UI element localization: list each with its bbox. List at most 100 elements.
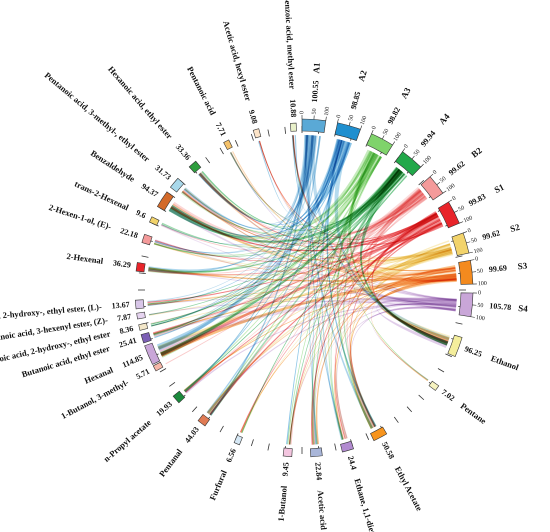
sample-label-s2: S2 (509, 222, 521, 234)
scale-tick-mark (471, 317, 475, 318)
compound-value-acetic-acid: 22.84 (313, 462, 324, 481)
sample-segment-a2 (335, 123, 360, 141)
ribbon-a2-hexanoic-acid-ethyl-ester (198, 140, 344, 225)
compound-value-ethanol: 96.25 (463, 344, 483, 359)
sample-label-a4: A4 (437, 111, 452, 126)
ring-tick-mark (192, 407, 197, 412)
compound-value-ethane-1-1-diethoxy: 24.4 (346, 455, 359, 471)
sample-total-s2: 99.62 (481, 228, 501, 242)
scale-tick-mark (454, 211, 458, 213)
scale-tick-label: 0 (452, 196, 458, 203)
scale-tick-label: 50 (312, 108, 318, 114)
scale-tick-mark (382, 135, 384, 139)
sample-label-a3: A3 (399, 85, 413, 100)
sample-total-s3: 99.69 (488, 263, 507, 274)
sample-label-b2: B2 (469, 145, 484, 160)
compound-value-1-butanol: 9.45 (281, 462, 291, 477)
compound-value-hexanoic-acid-ethyl-ester: 33.36 (174, 142, 193, 161)
ring-tick-mark (285, 127, 286, 134)
compound-segment-trans-2-hexenal (149, 217, 159, 226)
compound-label-2-hexenal: 2-Hexenal (66, 251, 104, 266)
compound-segment-butanoic-acid-3-hexenyl-ester-z (137, 312, 146, 319)
scale-tick-mark (466, 242, 470, 243)
sample-label-s3: S3 (517, 260, 528, 271)
ring-tick-mark (169, 382, 175, 386)
scale-tick-mark (430, 174, 433, 177)
scale-tick-label: 0 (467, 228, 472, 235)
compound-value-butanoic-acid-3-hexenyl-ester-z: 7.87 (116, 312, 131, 323)
ring-tick-mark (220, 426, 224, 432)
ring-tick-mark (366, 433, 369, 439)
compound-label-pentanoic-acid: Pentanoic acid (185, 65, 218, 117)
compound-value-pentanoic-acid-3-methyl-ethyl-ester: 31.73 (153, 163, 173, 181)
scale-tick-mark (469, 252, 473, 253)
sample-segment-s3 (459, 260, 473, 284)
compound-label-2-hexen-1-ol-e: 2-Hexen-1-ol, (E)- (48, 202, 113, 232)
ring-tick-mark (251, 134, 253, 141)
ring-tick-mark (268, 130, 269, 137)
compound-segment-2-hexenal (136, 262, 145, 272)
compound-segment-1-butanol (283, 448, 292, 457)
scale-tick-label: 0 (371, 125, 378, 130)
compound-segment-n-propyl-acetate (173, 391, 185, 403)
compound-segment-ethane-1-1-diethoxy (340, 441, 353, 452)
compound-value-ethyl-acetate: 50.58 (380, 440, 396, 460)
compound-value-pentanal: 44.03 (183, 425, 201, 445)
scale-tick-mark (463, 232, 467, 233)
compound-label-furfural: Furfural (207, 468, 229, 502)
scale-tick-label: 0 (432, 169, 438, 175)
compound-segment-pentanoic-acid-3-methyl-ethyl-ester (170, 178, 183, 192)
compound-label-benzoic-acid-methyl-ester: Benzoic acid, methyl ester (283, 0, 298, 90)
compound-label-ethane-1-1-diethoxy: Ethane, 1,1-diethoxy- (352, 477, 383, 532)
ribbons-layer (147, 135, 456, 445)
compound-value-trans-2-hexenal: 9.6 (135, 208, 148, 220)
compound-label-pentane: Pentane (459, 401, 489, 426)
scale-tick-label: 50 (458, 205, 466, 213)
sample-label-s1: S1 (493, 182, 506, 195)
scale-tick-mark (326, 117, 327, 121)
sample-segment-s2 (452, 233, 469, 256)
compound-value-butanoic-acid-ethyl-ester: 25.41 (118, 336, 138, 350)
compound-segment-butanoic-acid-ethyl-ester (141, 332, 151, 342)
sample-total-a4: 99.94 (419, 129, 437, 149)
compound-segment-benzoic-acid-methyl-ester (290, 123, 296, 131)
compound-value-1-butanol-3-methyl: 5.71 (134, 367, 151, 382)
compound-label-hexanal: Hexanal (83, 364, 115, 385)
scale-tick-label: 100 (360, 115, 369, 126)
compound-value-hexanal: 114.85 (121, 353, 144, 370)
compound-label-ethanol: Ethanol (490, 353, 521, 372)
scale-tick-mark (421, 164, 424, 167)
ring-tick-mark (438, 369, 444, 373)
scale-tick-label: 100 (475, 315, 485, 322)
scale-tick-label: 50 (382, 128, 390, 136)
compound-label-trans-2-hexenal: trans-2-Hexenal (73, 179, 131, 213)
compound-label-pentanal: Pentanal (157, 446, 185, 478)
sample-total-a2: 98.85 (349, 91, 363, 111)
scale-tick-label: 100 (463, 215, 474, 224)
compound-value-propanoic-acid-2-hydroxy-ethyl-ester: 8.36 (119, 324, 135, 336)
scale-tick-mark (393, 142, 395, 145)
sample-label-s4: S4 (518, 303, 529, 314)
sample-total-a1: 100.55 (310, 80, 321, 103)
scale-tick-label: 100 (422, 155, 433, 166)
compound-segment-acetic-acid-hexyl-ester (253, 129, 261, 138)
ring-tick-mark (220, 148, 224, 154)
compound-value-n-propyl-acetate: 19.93 (154, 400, 173, 419)
compound-value-pentanoic-acid: 7.71 (214, 121, 228, 138)
compound-label-1-butanol: 1-Butanol (276, 485, 289, 522)
compound-segment-pentanal (198, 414, 210, 426)
scale-tick-label: 100 (446, 183, 457, 193)
ring-tick-mark (251, 439, 253, 446)
ring-tick-mark (268, 444, 269, 451)
scale-tick-mark (360, 126, 361, 130)
scale-tick-label: 0 (336, 114, 342, 118)
compound-label-n-propyl-acetate: n-Propyl acetate (101, 417, 153, 464)
ring-tick-mark (456, 256, 463, 257)
scale-tick-mark (449, 200, 452, 202)
ring-tick-mark (139, 273, 146, 274)
ring-tick-mark (206, 157, 210, 163)
scale-tick-label: 50 (477, 303, 484, 310)
sample-total-b2: 99.62 (447, 159, 467, 177)
scale-tick-mark (349, 122, 350, 126)
scale-tick-mark (403, 148, 405, 151)
